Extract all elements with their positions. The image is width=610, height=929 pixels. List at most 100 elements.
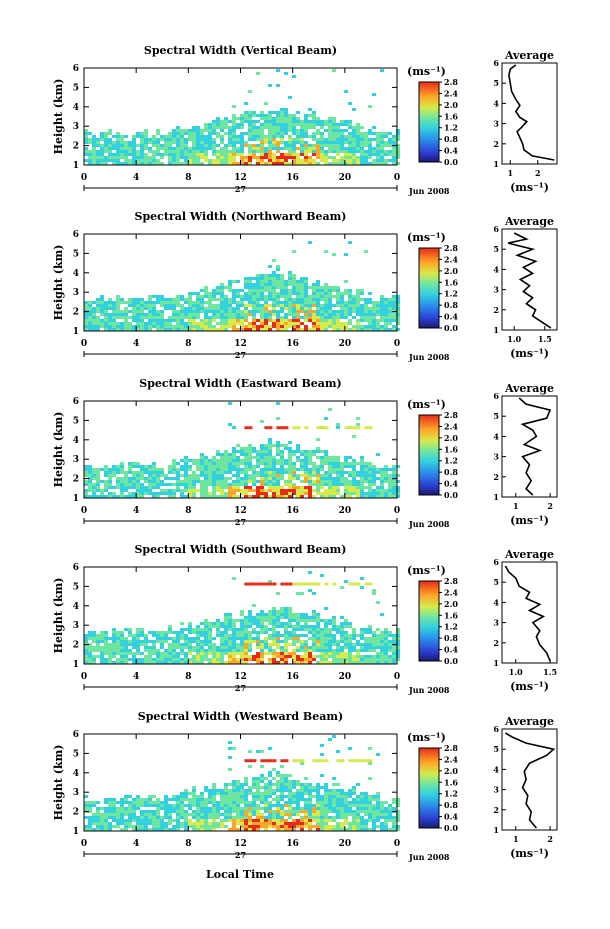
heatmap-cell <box>356 325 360 328</box>
heatmap-cell <box>104 474 108 477</box>
heatmap-cell <box>212 798 216 801</box>
heatmap-cell <box>100 147 104 150</box>
heatmap-cell <box>108 153 112 156</box>
heatmap-cell <box>304 652 308 655</box>
heatmap-cell <box>96 159 100 162</box>
heatmap-cell <box>364 643 368 646</box>
heatmap-cell <box>108 646 112 649</box>
heatmap-cell <box>92 310 96 313</box>
heatmap-cell <box>244 114 248 117</box>
heatmap-cell <box>252 819 256 822</box>
heatmap-cell <box>192 462 196 465</box>
heatmap-cell <box>352 304 356 307</box>
heatmap-cell <box>196 462 200 465</box>
heatmap-cell <box>284 280 288 283</box>
heatmap-cell <box>200 828 204 831</box>
heatmap-cell <box>396 319 400 322</box>
heatmap-cell <box>292 780 296 783</box>
heatmap-cell <box>260 274 264 277</box>
heatmap-cell <box>200 474 204 477</box>
heatmap-cell <box>196 301 200 304</box>
heatmap-cell <box>308 571 312 574</box>
heatmap-cell <box>360 628 364 631</box>
heatmap-cell <box>192 162 196 165</box>
heatmap-cell <box>288 277 292 280</box>
heatmap-cell <box>284 313 288 316</box>
heatmap-cell <box>240 450 244 453</box>
heatmap-cell <box>232 480 236 483</box>
heatmap-cell <box>376 138 380 141</box>
heatmap-cell <box>396 295 400 298</box>
heatmap-cell <box>188 643 192 646</box>
heatmap-cell <box>260 123 264 126</box>
heatmap-cell <box>284 295 288 298</box>
heatmap-cell <box>108 150 112 153</box>
heatmap-cell <box>328 141 332 144</box>
heatmap-cell <box>384 153 388 156</box>
heatmap-cell <box>336 456 340 459</box>
heatmap-cell <box>244 798 248 801</box>
heatmap-cell <box>288 450 292 453</box>
heatmap-cell <box>316 807 320 810</box>
heatmap-cell <box>368 628 372 631</box>
heatmap-cell <box>196 661 200 664</box>
heatmap-cell <box>272 825 276 828</box>
heatmap-cell <box>268 816 272 819</box>
y-tick-label: 4 <box>73 103 79 113</box>
heatmap-cell <box>252 828 256 831</box>
heatmap-cell <box>140 801 144 804</box>
heatmap-cell <box>304 426 309 430</box>
heatmap-cell <box>268 774 272 777</box>
heatmap-cell <box>300 328 304 331</box>
heatmap-cell <box>360 661 364 664</box>
heatmap-cell <box>248 153 252 156</box>
heatmap-cell <box>292 286 296 289</box>
heatmap-cell <box>228 816 232 819</box>
heatmap-cell <box>288 582 293 586</box>
heatmap-cell <box>344 661 348 664</box>
heatmap-cell <box>132 658 136 661</box>
heatmap-cell <box>260 453 264 456</box>
heatmap-cell <box>228 310 232 313</box>
heatmap-cell <box>124 822 128 825</box>
heatmap-cell <box>220 798 224 801</box>
heatmap-cell <box>312 322 316 325</box>
heatmap-cell <box>232 105 236 108</box>
heatmap-cell <box>320 426 325 430</box>
profile-x-tick-label: 1.0 <box>509 667 523 677</box>
heatmap-cell <box>236 153 240 156</box>
heatmap-cell <box>276 655 280 658</box>
heatmap-cell <box>260 622 264 625</box>
heatmap-cell <box>128 813 132 816</box>
heatmap-cell <box>364 135 368 138</box>
heatmap-cell <box>232 298 236 301</box>
heatmap-cell <box>120 489 124 492</box>
heatmap-cell <box>260 328 264 331</box>
heatmap-cell <box>232 577 236 580</box>
heatmap-cell <box>276 592 280 595</box>
heatmap-cell <box>96 153 100 156</box>
heatmap-cell <box>212 822 216 825</box>
heatmap-cell <box>252 286 256 289</box>
heatmap-cell <box>232 807 236 810</box>
heatmap-cell <box>272 138 276 141</box>
heatmap-cell <box>244 156 248 159</box>
heatmap-cell <box>196 292 200 295</box>
heatmap-cell <box>228 613 232 616</box>
heatmap-cell <box>260 807 264 810</box>
heatmap-cell <box>204 150 208 153</box>
heatmap-cell <box>92 822 96 825</box>
heatmap-cell <box>248 616 252 619</box>
heatmap-cell <box>232 786 236 789</box>
heatmap-cell <box>316 280 320 283</box>
heatmap-cell <box>164 489 168 492</box>
heatmap-cell <box>244 492 248 495</box>
heatmap-cell <box>260 325 264 328</box>
heatmap-cell <box>384 319 388 322</box>
heatmap-cell <box>332 816 336 819</box>
heatmap-cell <box>268 265 272 268</box>
heatmap-cell <box>340 468 344 471</box>
heatmap-cell <box>108 801 112 804</box>
heatmap-cell <box>336 123 340 126</box>
heatmap-cell <box>332 322 336 325</box>
